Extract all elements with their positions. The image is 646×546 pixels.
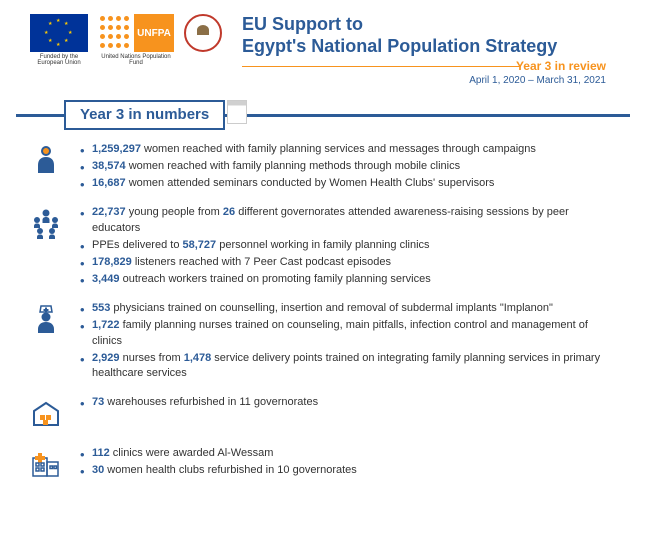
bullet-list: 22,737 young people from 26 different go… — [80, 205, 616, 289]
bullet-list: 112 clinics were awarded Al-Wessam30 wom… — [80, 446, 616, 485]
stat-number: 178,829 — [92, 256, 132, 268]
bullet-item: 1,259,297 women reached with family plan… — [80, 142, 616, 158]
bullet-item: 1,722 family planning nurses trained on … — [80, 318, 616, 350]
stat-number: 73 — [92, 396, 104, 408]
stat-number: 38,574 — [92, 160, 126, 172]
stat-number: 30 — [92, 464, 104, 476]
stat-number: 1,478 — [184, 352, 212, 364]
bullet-item: 16,687 women attended seminars conducted… — [80, 176, 616, 192]
bullet-item: 112 clinics were awarded Al-Wessam — [80, 446, 616, 462]
section-banner: Year 3 in numbers — [64, 100, 225, 130]
egypt-logo-icon — [184, 14, 222, 52]
logos: ★★★★★★★★ Funded by the European Union UN… — [30, 14, 222, 66]
unfpa-label: UNFPA — [134, 14, 174, 52]
section: 1,259,297 women reached with family plan… — [30, 142, 616, 193]
eu-caption: Funded by the European Union — [30, 54, 88, 66]
title-line2: Egypt's National Population Strategy — [242, 36, 616, 58]
bullet-item: 22,737 young people from 26 different go… — [80, 205, 616, 237]
header: ★★★★★★★★ Funded by the European Union UN… — [0, 0, 646, 92]
stat-number: 3,449 — [92, 273, 120, 285]
title-block: EU Support to Egypt's National Populatio… — [234, 14, 616, 86]
bullet-item: PPEs delivered to 58,727 personnel worki… — [80, 238, 616, 254]
stat-number: 58,727 — [183, 239, 217, 251]
clinic-icon — [30, 446, 66, 485]
banner-wrap: Year 3 in numbers — [16, 100, 630, 130]
stat-number: 553 — [92, 302, 110, 314]
stat-number: 22,737 — [92, 206, 126, 218]
unfpa-caption: United Nations Population Fund — [98, 54, 174, 66]
section: 112 clinics were awarded Al-Wessam30 wom… — [30, 446, 616, 485]
bullet-item: 553 physicians trained on counselling, i… — [80, 301, 616, 317]
bullet-item: 38,574 women reached with family plannin… — [80, 159, 616, 175]
notepad-icon — [227, 100, 247, 124]
nurse-icon — [30, 301, 66, 384]
section: 22,737 young people from 26 different go… — [30, 205, 616, 289]
title-line1: EU Support to — [242, 14, 616, 36]
subtitle: Year 3 in review — [242, 59, 616, 73]
stat-number: 1,259,297 — [92, 143, 141, 155]
woman-icon — [30, 142, 66, 193]
warehouse-icon — [30, 395, 66, 434]
bullet-list: 73 warehouses refurbished in 11 governor… — [80, 395, 616, 434]
section: 73 warehouses refurbished in 11 governor… — [30, 395, 616, 434]
bullet-item: 3,449 outreach workers trained on promot… — [80, 272, 616, 288]
content: 1,259,297 women reached with family plan… — [0, 142, 646, 485]
group-icon — [30, 205, 66, 289]
unfpa-dots-icon — [98, 14, 132, 52]
banner-text: Year 3 in numbers — [80, 106, 209, 123]
date-range: April 1, 2020 – March 31, 2021 — [242, 75, 616, 86]
bullet-item: 30 women health clubs refurbished in 10 … — [80, 463, 616, 479]
eu-logo: ★★★★★★★★ Funded by the European Union — [30, 14, 88, 66]
bullet-item: 178,829 listeners reached with 7 Peer Ca… — [80, 255, 616, 271]
stat-number: 112 — [92, 447, 110, 459]
bullet-item: 73 warehouses refurbished in 11 governor… — [80, 395, 616, 411]
eu-flag-icon: ★★★★★★★★ — [30, 14, 88, 52]
stat-number: 1,722 — [92, 319, 120, 331]
stat-number: 16,687 — [92, 177, 126, 189]
bullet-item: 2,929 nurses from 1,478 service delivery… — [80, 351, 616, 383]
bullet-list: 553 physicians trained on counselling, i… — [80, 301, 616, 384]
bullet-list: 1,259,297 women reached with family plan… — [80, 142, 616, 193]
section: 553 physicians trained on counselling, i… — [30, 301, 616, 384]
stat-number: 26 — [223, 206, 235, 218]
unfpa-logo: UNFPA United Nations Population Fund — [98, 14, 174, 66]
stat-number: 2,929 — [92, 352, 120, 364]
